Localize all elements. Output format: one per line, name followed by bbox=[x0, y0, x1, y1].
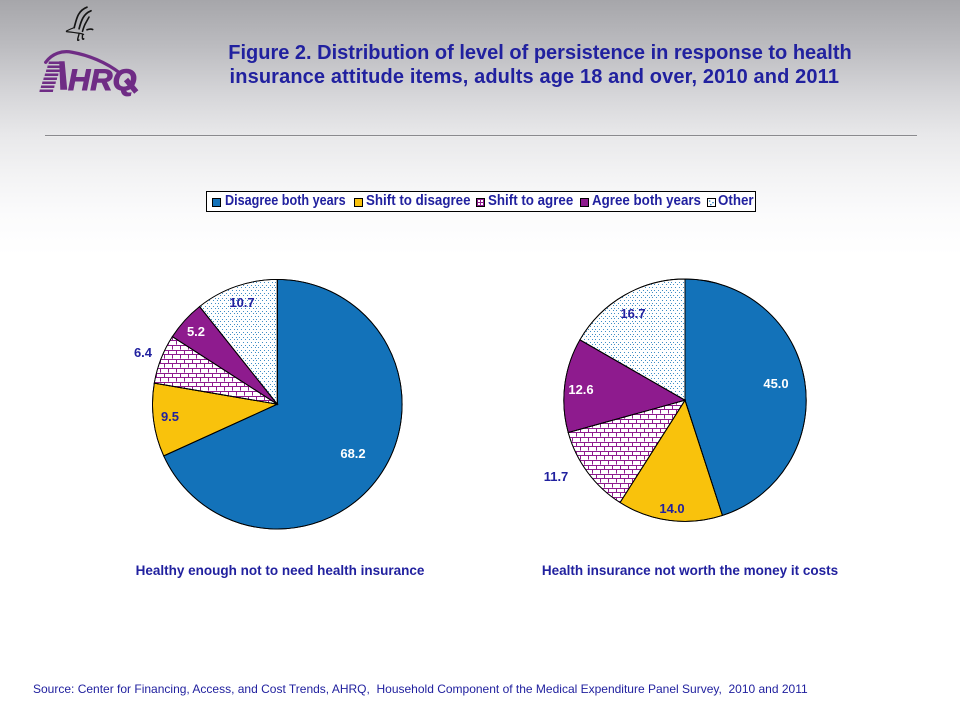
svg-text:45.0: 45.0 bbox=[763, 376, 788, 391]
svg-text:16.7: 16.7 bbox=[620, 306, 645, 321]
svg-text:14.0: 14.0 bbox=[659, 501, 684, 516]
svg-text:68.2: 68.2 bbox=[340, 446, 365, 461]
svg-text:9.5: 9.5 bbox=[161, 409, 179, 424]
svg-text:11.7: 11.7 bbox=[544, 469, 569, 484]
svg-text:10.7: 10.7 bbox=[229, 295, 254, 310]
svg-text:5.2: 5.2 bbox=[187, 324, 205, 339]
svg-text:12.6: 12.6 bbox=[568, 382, 593, 397]
svg-text:6.4: 6.4 bbox=[134, 345, 153, 360]
